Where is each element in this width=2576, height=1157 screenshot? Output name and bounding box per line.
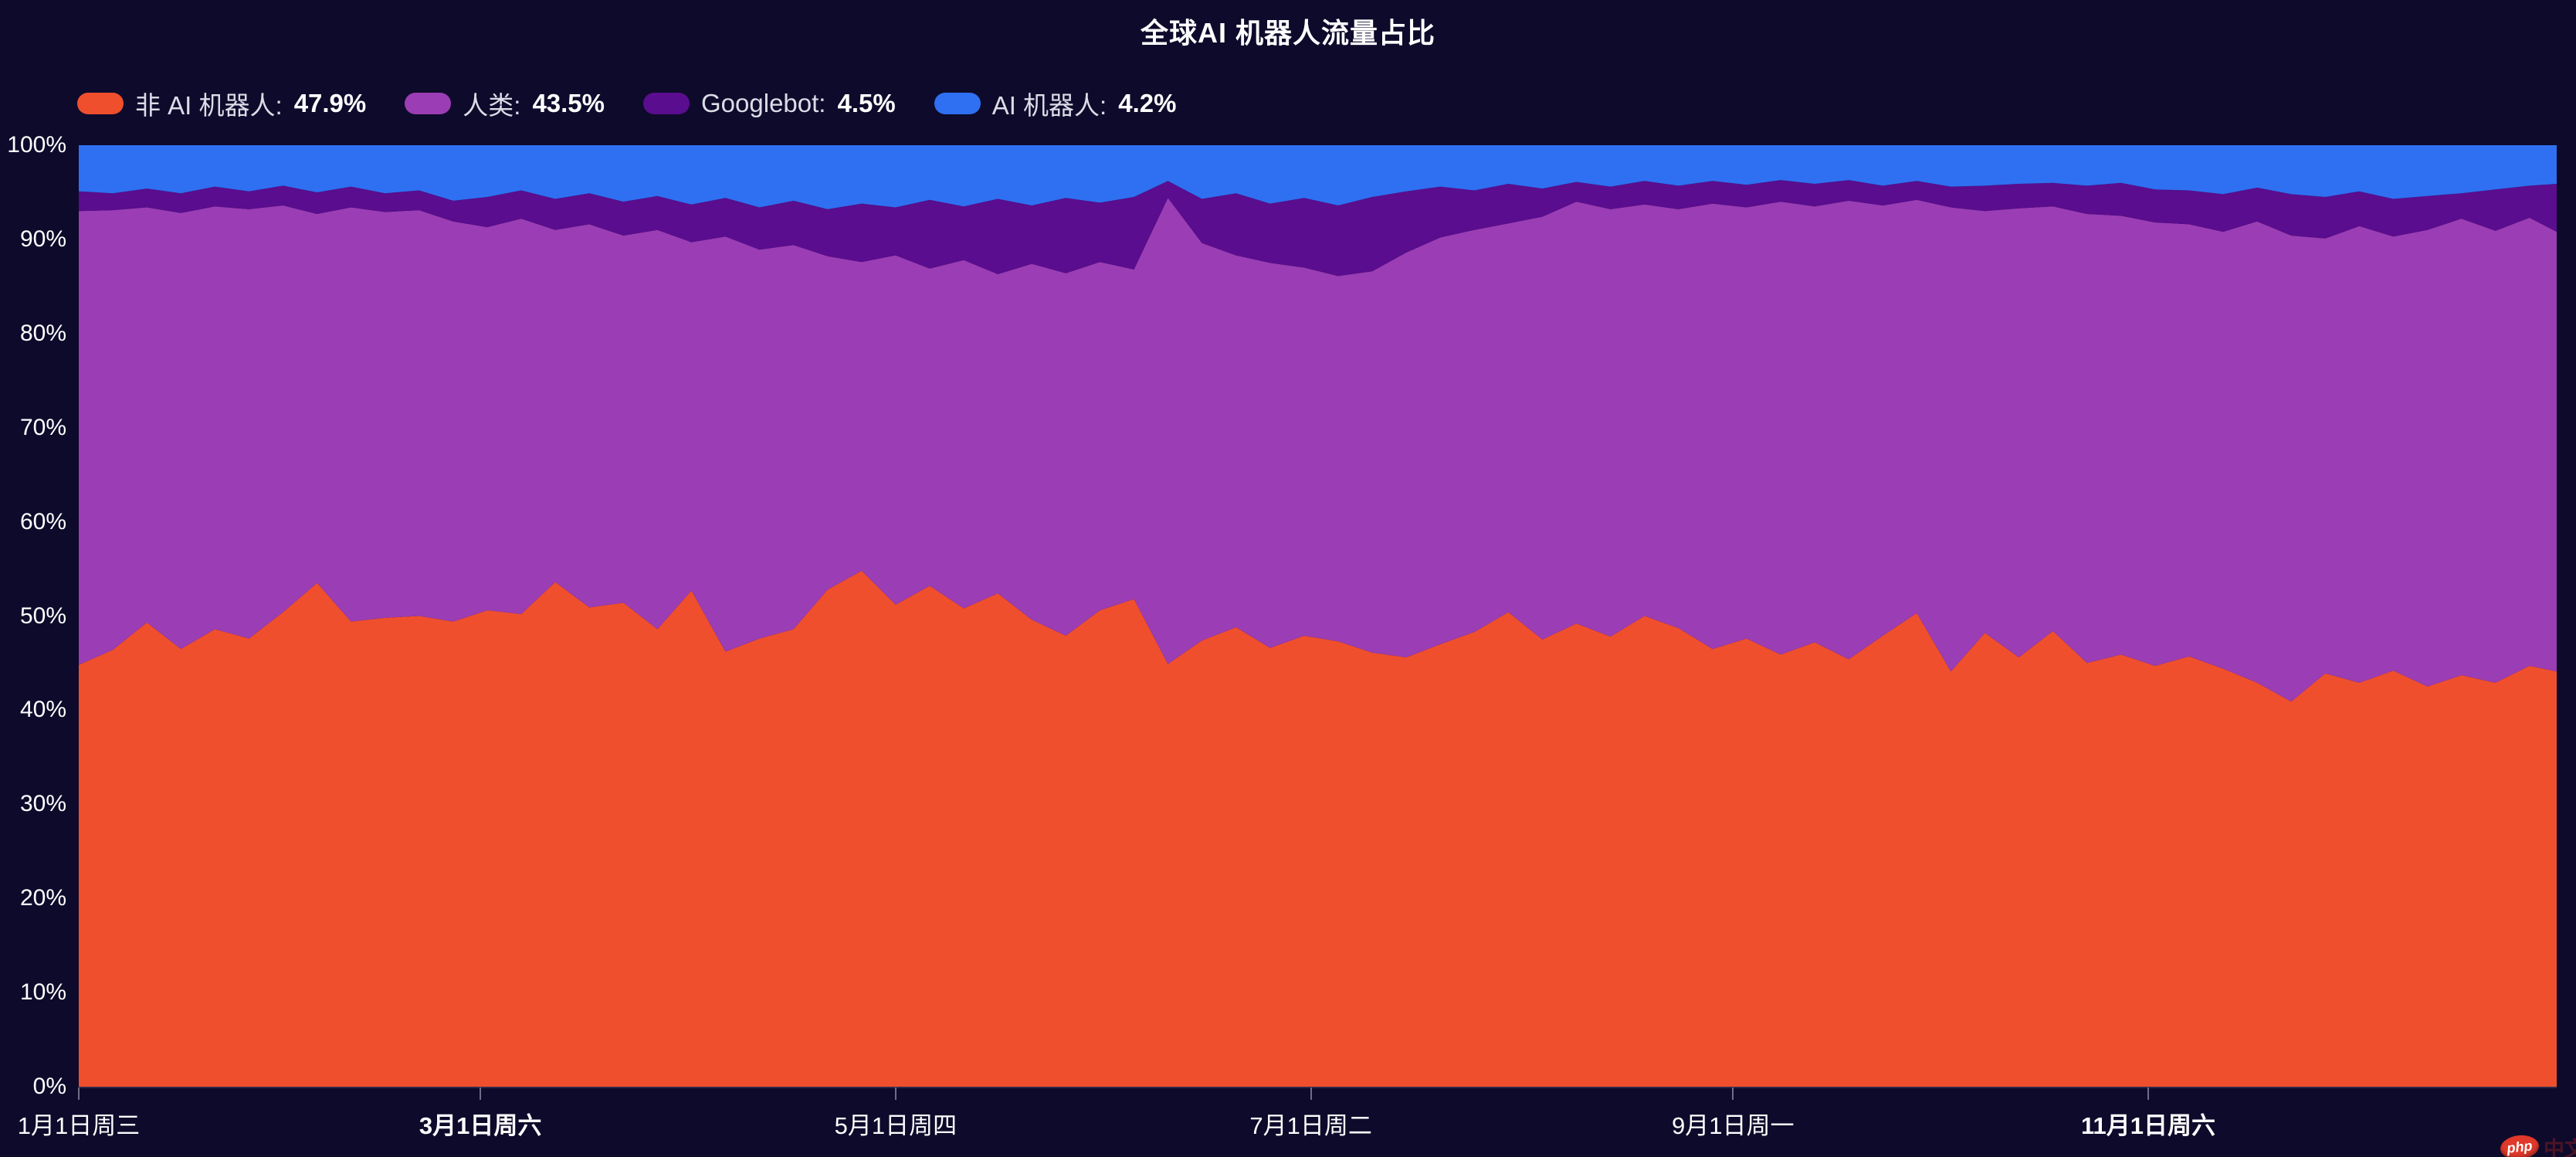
x-axis-tick <box>894 1087 897 1100</box>
legend-swatch-ai-bots <box>934 93 981 114</box>
x-axis-label: 11月1日周六 <box>2081 1112 2216 1139</box>
area-series-3[interactable] <box>79 180 2557 277</box>
x-axis-label: 5月1日周四 <box>834 1112 958 1139</box>
legend-label: AI 机器人: <box>991 91 1107 120</box>
x-axis-tick <box>1310 1087 1312 1100</box>
x-axis-label: 3月1日周六 <box>419 1112 542 1139</box>
watermark-site-name: 中文网 <box>2544 1138 2576 1157</box>
php-logo-badge: php <box>2499 1133 2540 1157</box>
legend-label: 非 AI 机器人: <box>135 91 283 120</box>
x-axis-line <box>79 1087 2557 1088</box>
x-axis-tick <box>78 1087 80 1100</box>
chart-title: 全球AI 机器人流量占比 <box>1140 17 1435 49</box>
legend-value: 4.2% <box>1118 89 1177 117</box>
area-series-1[interactable] <box>79 571 2557 1087</box>
area-series-4[interactable] <box>79 145 2557 209</box>
stacked-area-plot[interactable] <box>79 145 2557 1087</box>
legend-value: 43.5% <box>532 89 605 117</box>
x-axis-label: 1月1日周三 <box>17 1112 141 1139</box>
y-axis-label: 10% <box>19 979 66 1006</box>
y-axis-label: 60% <box>19 508 66 534</box>
legend-value: 47.9% <box>293 89 367 117</box>
y-axis-label: 50% <box>19 602 66 629</box>
legend: 非 AI 机器人: 47.9% 人类: 43.5% Googlebot: 4.5… <box>77 85 1176 122</box>
legend-label: Googlebot: <box>701 89 826 117</box>
legend-swatch-humans <box>405 93 452 114</box>
stacked-area-svg <box>79 145 2557 1087</box>
x-axis-label: 9月1日周一 <box>1672 1112 1795 1139</box>
legend-item-googlebot[interactable]: Googlebot: 4.5% <box>643 89 896 118</box>
y-axis-label: 0% <box>32 1074 66 1099</box>
y-axis-label: 40% <box>19 697 66 723</box>
x-axis-tick <box>2147 1087 2150 1100</box>
x-axis-tick <box>480 1087 482 1100</box>
legend-label: 人类: <box>463 91 521 120</box>
y-axis-label: 30% <box>19 791 66 817</box>
legend-item-humans[interactable]: 人类: 43.5% <box>405 85 605 122</box>
y-axis-label: 70% <box>19 414 66 440</box>
y-axis-label: 90% <box>19 226 66 252</box>
area-series-2[interactable] <box>79 198 2557 702</box>
x-axis-tick <box>1732 1087 1734 1100</box>
legend-swatch-non-ai-bots <box>77 93 124 114</box>
y-axis-label: 20% <box>19 885 66 911</box>
legend-swatch-googlebot <box>643 93 690 114</box>
x-axis-label: 7月1日周二 <box>1249 1112 1372 1139</box>
legend-item-ai-bots[interactable]: AI 机器人: 4.2% <box>934 85 1177 122</box>
site-watermark[interactable]: php 中文网 <box>2499 1132 2576 1157</box>
y-axis-label: 80% <box>19 320 66 346</box>
legend-item-non-ai-bots[interactable]: 非 AI 机器人: 47.9% <box>77 85 366 122</box>
legend-value: 4.5% <box>837 89 896 117</box>
y-axis-label: 100% <box>7 132 66 158</box>
